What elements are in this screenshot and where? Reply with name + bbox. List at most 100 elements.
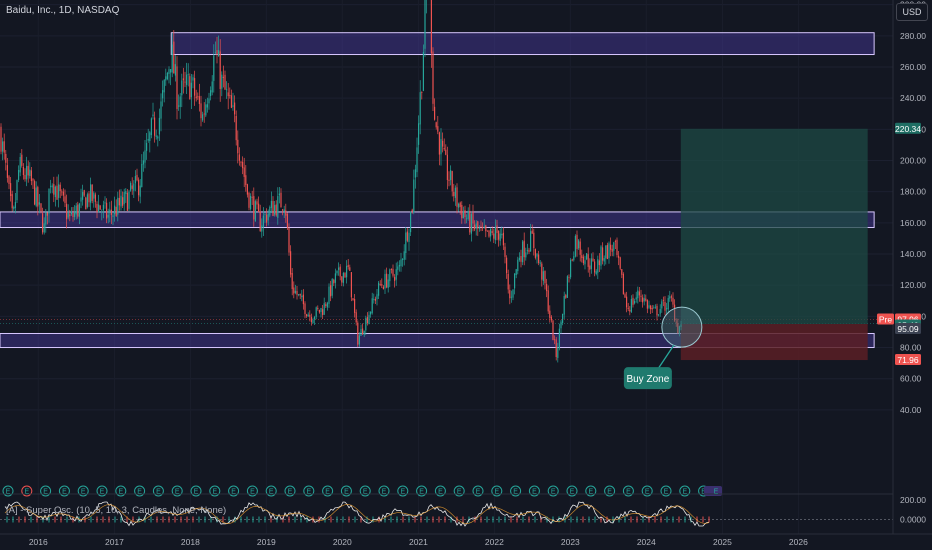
candle-body [571, 259, 573, 261]
oscillator-candle [498, 516, 500, 523]
oscillator-candle [606, 516, 608, 523]
candle-body [283, 209, 285, 212]
symbol-title[interactable]: Baidu, Inc., 1D, NASDAQ [6, 5, 120, 16]
candle-body [645, 298, 647, 301]
candle-body [278, 193, 280, 196]
candle-body [243, 167, 245, 177]
oscillator-legend[interactable]: [A] - Super Osc. (10, 5, 10, 3, Candles,… [6, 505, 227, 516]
candle-body [267, 213, 269, 221]
oscillator-candle [294, 516, 296, 523]
candle-body [494, 227, 496, 241]
long-position-tool[interactable] [680, 128, 868, 361]
candle-body [670, 296, 672, 298]
candle-body [405, 232, 407, 253]
candle-body [358, 335, 360, 345]
candle-body [605, 245, 607, 259]
buy-zone-annotation[interactable]: Buy Zone [623, 306, 703, 390]
candle-body [618, 255, 620, 258]
candle-body [299, 293, 301, 296]
oscillator-candle [156, 516, 158, 523]
candle-body [224, 74, 226, 90]
candle-body [434, 106, 436, 120]
candle-body [376, 294, 378, 300]
candle-body [360, 328, 362, 336]
candle-body [325, 304, 327, 306]
candle-body [320, 308, 322, 312]
oscillator-candle [66, 516, 68, 523]
candle-body [229, 94, 231, 96]
candle-body [608, 243, 610, 259]
candle-body [18, 169, 20, 181]
candle-body [35, 187, 37, 206]
candle-body [354, 299, 356, 313]
candle-body [22, 167, 24, 176]
currency-button[interactable]: USD [896, 3, 928, 21]
oscillator-axis-tick: 200.00 [900, 495, 926, 505]
candle-body [565, 295, 567, 298]
candle-body [381, 284, 383, 286]
candle-body [646, 300, 648, 309]
oscillator-candle [534, 516, 536, 523]
candle-body [46, 212, 48, 216]
oscillator-candle [348, 516, 350, 523]
candle-body [189, 76, 191, 100]
earnings-marker-label: E [532, 489, 537, 496]
candle-body [498, 231, 500, 240]
candle-body [10, 183, 12, 197]
price-tag-entry: 95.09 [895, 323, 921, 335]
candle-body [218, 50, 220, 57]
earnings-marker-label: E [714, 489, 719, 496]
candle-body [123, 192, 125, 205]
candle-body [598, 260, 600, 266]
candle-body [450, 170, 452, 181]
oscillator-candle [414, 516, 416, 523]
candle-body [525, 252, 527, 258]
candle-body [195, 96, 197, 99]
candle-body [173, 41, 175, 74]
time-axis-tick: 2016 [29, 537, 48, 547]
earnings-marker-label: E [588, 489, 593, 496]
candle-body [205, 104, 207, 116]
candle-body [34, 181, 36, 205]
candle-body [418, 123, 420, 145]
candle-body [523, 240, 525, 258]
oscillator-candle [222, 516, 224, 523]
candle-body [277, 196, 279, 218]
price-axis-tick: 240.00 [900, 93, 926, 103]
candle-body [614, 240, 616, 242]
candle-body [619, 257, 621, 269]
oscillator-candle [624, 516, 626, 523]
oscillator-candle [630, 516, 632, 523]
candle-body [560, 321, 562, 329]
candle-body [542, 271, 544, 282]
candle-body [669, 296, 671, 299]
oscillator-candle [24, 516, 26, 523]
oscillator-candle [12, 516, 14, 523]
candle-body [88, 193, 90, 203]
time-axis[interactable]: 2016 2017 2018 2019 2020 2021 2022 2023 2024 2025… [0, 533, 932, 547]
oscillator-candle [72, 516, 74, 523]
candle-body [589, 265, 591, 270]
candle-body [419, 92, 421, 125]
candle-body [94, 194, 96, 202]
candle-body [213, 55, 215, 81]
candle-body [574, 235, 576, 257]
candle-body [482, 227, 484, 229]
earnings-marker-label: E [682, 489, 687, 496]
oscillator-candle [102, 516, 104, 523]
candle-body [642, 297, 644, 303]
oscillator-candle [450, 516, 452, 523]
time-axis-tick: 2019 [257, 537, 276, 547]
candle-body [219, 51, 221, 89]
oscillator-candle [660, 516, 662, 523]
candle-body [518, 257, 520, 260]
candle-body [402, 259, 404, 261]
candle-body [346, 265, 348, 278]
candle-body [547, 290, 549, 312]
candle-body [182, 78, 184, 81]
earnings-marker-label: E [701, 489, 706, 496]
candle-body [504, 246, 506, 257]
price-axis[interactable]: 340.00320.00300.00280.00260.00240.00220.… [892, 0, 926, 534]
candle-body [78, 203, 80, 217]
